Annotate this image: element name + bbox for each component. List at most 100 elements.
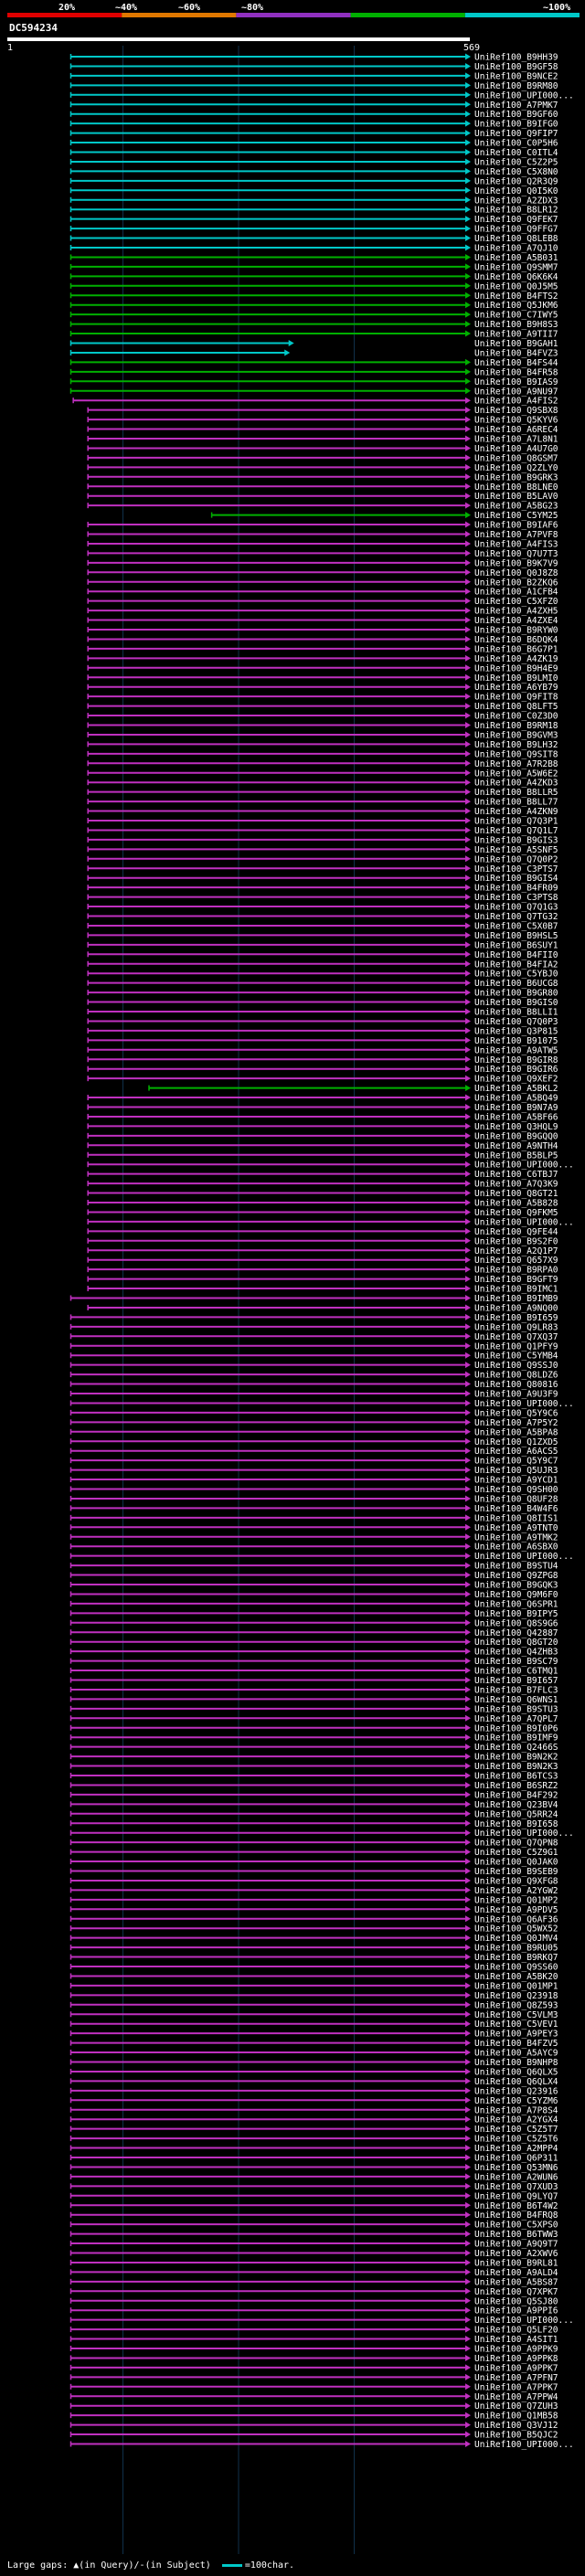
subject-id-label: UniRef100_B9N7A9 bbox=[474, 1103, 558, 1113]
alignment-end-arrow bbox=[465, 1553, 471, 1560]
alignment-end-arrow bbox=[465, 139, 471, 146]
subject-id-label: UniRef100_Q5KYV6 bbox=[474, 416, 558, 426]
alignment-end-arrow bbox=[465, 1714, 471, 1722]
subject-id-label: UniRef100_C6TMQ1 bbox=[474, 1667, 558, 1677]
subject-id-label: UniRef100_B9IMC1 bbox=[474, 1285, 558, 1295]
subject-id-label: UniRef100_Q8UF28 bbox=[474, 1494, 558, 1504]
alignment-end-arrow bbox=[465, 1504, 471, 1511]
alignment-end-arrow bbox=[465, 225, 471, 232]
subject-id-label: UniRef100_Q9M6F0 bbox=[474, 1590, 558, 1600]
alignment-end-arrow bbox=[465, 216, 471, 223]
alignment-end-arrow bbox=[465, 875, 471, 882]
subject-id-label: UniRef100_B4F292 bbox=[474, 1790, 558, 1800]
subject-id-label: UniRef100_Q7XUD3 bbox=[474, 2182, 558, 2192]
alignment-end-arrow bbox=[465, 980, 471, 987]
alignment-end-arrow bbox=[465, 578, 471, 586]
alignment-end-arrow bbox=[465, 1619, 471, 1627]
alignment-end-arrow bbox=[465, 482, 471, 490]
alignment-end-arrow bbox=[284, 349, 291, 356]
alignment-end-arrow bbox=[465, 817, 471, 824]
subject-gap-marker: ‑ bbox=[139, 2560, 145, 2571]
subject-id-label: UniRef100_B9GF58 bbox=[474, 62, 558, 72]
alignment-end-arrow bbox=[465, 292, 471, 299]
alignment-end-arrow bbox=[465, 1141, 471, 1149]
alignment-end-arrow bbox=[465, 884, 471, 891]
alignment-end-arrow bbox=[465, 2001, 471, 2009]
alignment-end-arrow bbox=[465, 263, 471, 270]
subject-id-label: UniRef100_B9GIS4 bbox=[474, 874, 558, 884]
subject-id-label: UniRef100_Q23918 bbox=[474, 1991, 558, 2001]
subject-id-label: UniRef100_B8LLI1 bbox=[474, 1008, 558, 1018]
subject-id-label: UniRef100_Q657X9 bbox=[474, 1256, 558, 1266]
footer-legend: Large gaps: ▲(in Query)/‑(in Subject) =1… bbox=[7, 2560, 294, 2571]
alignment-end-arrow bbox=[465, 444, 471, 451]
subject-id-label: UniRef100_Q01MP2 bbox=[474, 1895, 558, 1905]
subject-id-label: UniRef100_B9RKQ7 bbox=[474, 1953, 558, 1963]
subject-id-label: UniRef100_B9N2K3 bbox=[474, 1762, 558, 1772]
subject-id-label: UniRef100_B4FR58 bbox=[474, 367, 558, 377]
subject-id-label: UniRef100_UPI000... bbox=[474, 90, 574, 101]
subject-id-label: UniRef100_A4ZKD3 bbox=[474, 779, 558, 789]
ruler-end-label: 569 bbox=[463, 43, 481, 53]
alignment-end-arrow bbox=[465, 1285, 471, 1292]
subject-id-label: UniRef100_A9TNT0 bbox=[474, 1523, 558, 1533]
alignment-end-arrow bbox=[465, 1600, 471, 1607]
subject-id-label: UniRef100_Q8GT21 bbox=[474, 1189, 558, 1199]
subject-id-label: UniRef100_Q8LDZ6 bbox=[474, 1371, 558, 1381]
alignment-end-arrow bbox=[465, 235, 471, 242]
subject-id-label: UniRef100_Q9FE44 bbox=[474, 1227, 558, 1237]
subject-id-label: UniRef100_A2YGW2 bbox=[474, 1886, 558, 1896]
subject-id-label: UniRef100_A7Q3K9 bbox=[474, 1180, 558, 1190]
alignment-end-arrow bbox=[465, 473, 471, 481]
subject-id-label: UniRef100_A4FIS2 bbox=[474, 397, 558, 407]
alignment-end-arrow bbox=[465, 158, 471, 165]
subject-id-label: UniRef100_B9SC79 bbox=[474, 1657, 558, 1667]
alignment-end-arrow bbox=[465, 2373, 471, 2380]
alignment-end-arrow bbox=[465, 769, 471, 777]
subject-id-label: UniRef100_B9I658 bbox=[474, 1819, 558, 1829]
alignment-end-arrow bbox=[465, 120, 471, 127]
subject-id-label: UniRef100_B9GAH1 bbox=[474, 339, 558, 349]
subject-id-label: UniRef100_B9GQK3 bbox=[474, 1581, 558, 1591]
alignment-end-arrow bbox=[465, 1581, 471, 1588]
alignment-end-arrow bbox=[465, 1132, 471, 1140]
alignment-end-arrow bbox=[465, 2154, 471, 2161]
subject-id-label: UniRef100_Q6P311 bbox=[474, 2154, 558, 2164]
subject-id-label: UniRef100_UPI000... bbox=[474, 2440, 574, 2450]
scale-bar bbox=[221, 2563, 242, 2567]
alignment-end-arrow bbox=[465, 311, 471, 318]
identity-color-segment bbox=[464, 13, 580, 17]
alignment-end-arrow bbox=[465, 111, 471, 118]
alignment-end-arrow bbox=[465, 512, 471, 519]
alignment-end-arrow bbox=[465, 1791, 471, 1798]
alignment-end-arrow bbox=[465, 1695, 471, 1702]
alignment-end-arrow bbox=[465, 1753, 471, 1760]
alignment-end-arrow bbox=[465, 999, 471, 1006]
subject-id-label: UniRef100_C3PTS7 bbox=[474, 864, 558, 875]
alignment-end-arrow bbox=[465, 1562, 471, 1569]
subject-id-label: UniRef100_B9RPA0 bbox=[474, 1266, 558, 1276]
subject-id-label: UniRef100_Q3HQL9 bbox=[474, 1122, 558, 1132]
alignment-end-arrow bbox=[465, 1104, 471, 1110]
subject-id-label: UniRef100_C5Z5T6 bbox=[474, 2135, 558, 2145]
alignment-end-arrow bbox=[465, 1648, 471, 1655]
subject-id-label: UniRef100_Q5WX52 bbox=[474, 1924, 558, 1935]
subject-id-label: UniRef100_Q9SSJ0 bbox=[474, 1361, 558, 1371]
subject-id-label: UniRef100_B7FLC3 bbox=[474, 1685, 558, 1695]
subject-id-label: UniRef100_A4ZKN9 bbox=[474, 807, 558, 817]
alignment-end-arrow bbox=[465, 1667, 471, 1674]
alignment-end-arrow bbox=[465, 1237, 471, 1245]
subject-id-label: UniRef100_Q5RR24 bbox=[474, 1809, 558, 1819]
alignment-end-arrow bbox=[465, 1457, 471, 1464]
alignment-end-arrow bbox=[465, 130, 471, 137]
subject-id-label: UniRef100_B9STU3 bbox=[474, 1704, 558, 1714]
subject-id-label: UniRef100_Q3VJ12 bbox=[474, 2421, 558, 2431]
alignment-end-arrow bbox=[465, 1514, 471, 1521]
alignment-end-arrow bbox=[465, 1677, 471, 1683]
alignment-end-arrow bbox=[465, 272, 471, 280]
alignment-end-arrow bbox=[465, 2240, 471, 2247]
alignment-end-arrow bbox=[465, 722, 471, 728]
subject-id-label: UniRef100_A7R2B8 bbox=[474, 759, 558, 769]
subject-id-label: UniRef100_C0P5H6 bbox=[474, 139, 558, 149]
subject-id-label: UniRef100_B4FS44 bbox=[474, 358, 558, 368]
